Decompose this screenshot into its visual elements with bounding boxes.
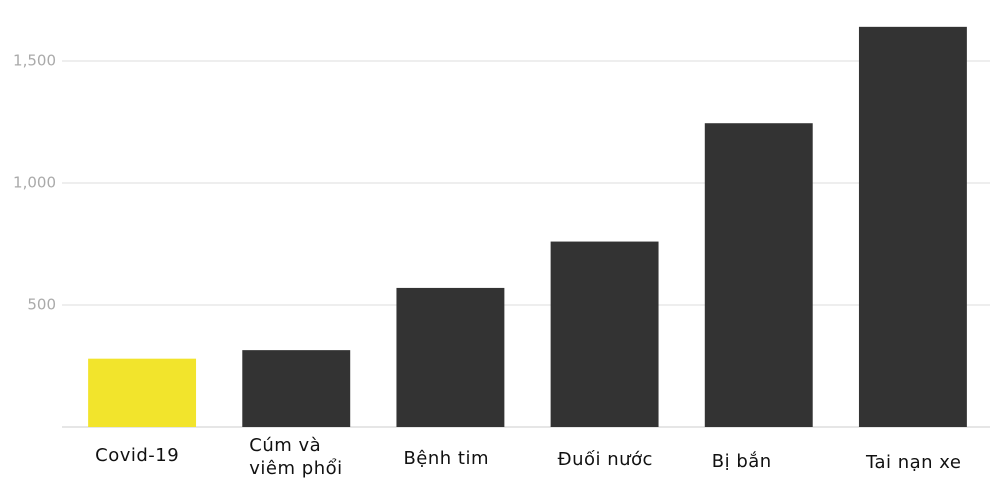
bar: [704, 123, 813, 427]
bar: [242, 350, 351, 427]
y-tick-label: 1,000: [13, 174, 56, 192]
x-tick-label: Bị bắn: [711, 450, 772, 472]
x-tick-label: Tai nạn xe: [865, 452, 962, 473]
bar: [858, 26, 967, 428]
x-tick-label: Cúm và viêm phổi: [249, 434, 343, 479]
bar: [550, 241, 659, 427]
x-tick-label: Covid-19: [95, 444, 180, 466]
bar: [88, 358, 197, 427]
x-tick-label: Đuối nước: [557, 449, 653, 470]
y-tick-label: 1,500: [13, 52, 56, 70]
y-tick-label: 500: [27, 296, 56, 314]
bar: [396, 287, 505, 427]
x-tick-label: Bệnh tim: [403, 447, 490, 469]
